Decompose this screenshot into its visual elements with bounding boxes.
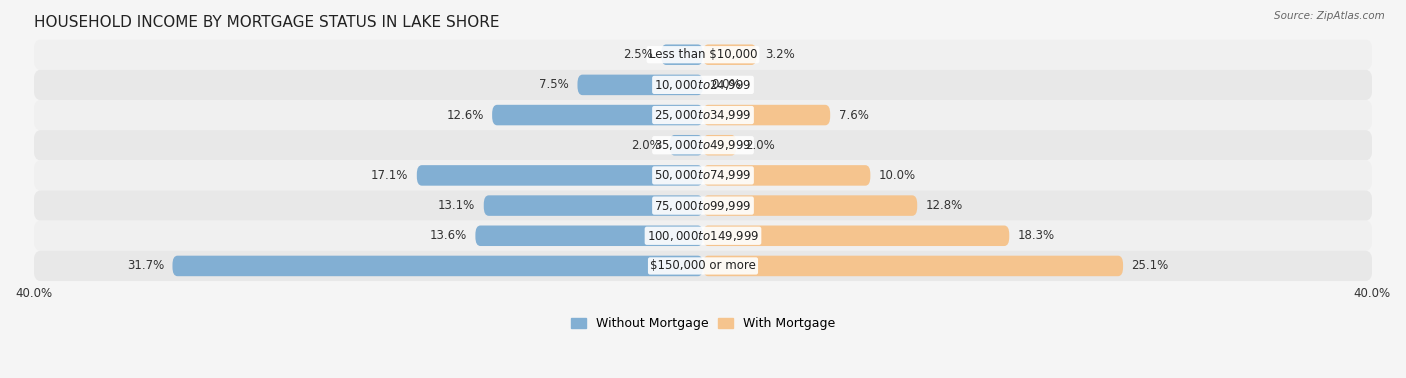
Text: $75,000 to $99,999: $75,000 to $99,999 — [654, 198, 752, 212]
FancyBboxPatch shape — [173, 256, 703, 276]
Text: 25.1%: 25.1% — [1132, 259, 1168, 273]
Text: $50,000 to $74,999: $50,000 to $74,999 — [654, 169, 752, 183]
FancyBboxPatch shape — [703, 105, 830, 125]
FancyBboxPatch shape — [703, 195, 917, 216]
FancyBboxPatch shape — [703, 45, 756, 65]
FancyBboxPatch shape — [475, 226, 703, 246]
Text: Less than $10,000: Less than $10,000 — [648, 48, 758, 61]
FancyBboxPatch shape — [703, 226, 1010, 246]
Text: 2.0%: 2.0% — [745, 139, 775, 152]
Text: Source: ZipAtlas.com: Source: ZipAtlas.com — [1274, 11, 1385, 21]
Legend: Without Mortgage, With Mortgage: Without Mortgage, With Mortgage — [571, 317, 835, 330]
Text: 13.6%: 13.6% — [430, 229, 467, 242]
FancyBboxPatch shape — [34, 70, 1372, 100]
FancyBboxPatch shape — [484, 195, 703, 216]
FancyBboxPatch shape — [703, 256, 1123, 276]
FancyBboxPatch shape — [669, 135, 703, 155]
Text: $150,000 or more: $150,000 or more — [650, 259, 756, 273]
Text: 0.0%: 0.0% — [711, 78, 741, 91]
FancyBboxPatch shape — [492, 105, 703, 125]
Text: 31.7%: 31.7% — [127, 259, 165, 273]
Text: 18.3%: 18.3% — [1018, 229, 1054, 242]
Text: $35,000 to $49,999: $35,000 to $49,999 — [654, 138, 752, 152]
FancyBboxPatch shape — [416, 165, 703, 186]
Text: 7.6%: 7.6% — [838, 108, 869, 122]
Text: 7.5%: 7.5% — [540, 78, 569, 91]
Text: $25,000 to $34,999: $25,000 to $34,999 — [654, 108, 752, 122]
FancyBboxPatch shape — [34, 221, 1372, 251]
FancyBboxPatch shape — [34, 100, 1372, 130]
FancyBboxPatch shape — [703, 135, 737, 155]
FancyBboxPatch shape — [34, 130, 1372, 160]
Text: 17.1%: 17.1% — [371, 169, 409, 182]
Text: $100,000 to $149,999: $100,000 to $149,999 — [647, 229, 759, 243]
Text: 10.0%: 10.0% — [879, 169, 915, 182]
FancyBboxPatch shape — [34, 160, 1372, 191]
FancyBboxPatch shape — [703, 165, 870, 186]
Text: 13.1%: 13.1% — [439, 199, 475, 212]
Text: HOUSEHOLD INCOME BY MORTGAGE STATUS IN LAKE SHORE: HOUSEHOLD INCOME BY MORTGAGE STATUS IN L… — [34, 15, 499, 30]
FancyBboxPatch shape — [34, 40, 1372, 70]
Text: 2.5%: 2.5% — [623, 48, 652, 61]
FancyBboxPatch shape — [34, 191, 1372, 221]
FancyBboxPatch shape — [34, 251, 1372, 281]
Text: 2.0%: 2.0% — [631, 139, 661, 152]
FancyBboxPatch shape — [578, 74, 703, 95]
Text: 3.2%: 3.2% — [765, 48, 794, 61]
Text: 12.6%: 12.6% — [446, 108, 484, 122]
Text: $10,000 to $24,999: $10,000 to $24,999 — [654, 78, 752, 92]
FancyBboxPatch shape — [661, 45, 703, 65]
Text: 12.8%: 12.8% — [925, 199, 963, 212]
